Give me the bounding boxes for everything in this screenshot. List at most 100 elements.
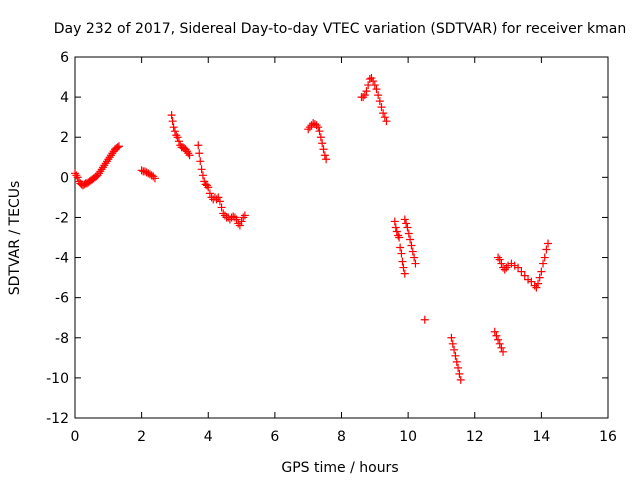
data-point (71, 169, 79, 178)
data-point (198, 171, 207, 180)
data-point (150, 174, 159, 183)
data-point (96, 167, 105, 176)
y-tick-label: -10 (46, 371, 69, 387)
data-point (106, 151, 115, 160)
data-point (534, 279, 543, 288)
data-point (318, 139, 327, 148)
data-point (168, 117, 177, 126)
data-point (212, 195, 221, 204)
y-axis-label: SDTVAR / TECUs (7, 181, 23, 296)
data-point (94, 169, 103, 178)
chart-title: Day 232 of 2017, Sidereal Day-to-day VTE… (54, 21, 626, 37)
y-tick-label: -12 (46, 411, 69, 427)
data-point (542, 245, 551, 254)
data-point (535, 273, 544, 282)
data-point (380, 113, 389, 122)
data-point (374, 91, 383, 100)
data-point (399, 263, 408, 272)
data-point (377, 103, 386, 112)
data-point (362, 87, 371, 96)
data-point (500, 265, 509, 274)
data-point (365, 75, 374, 84)
data-point (532, 283, 541, 292)
data-point (539, 259, 548, 268)
data-point (396, 243, 405, 252)
data-point (234, 219, 243, 228)
data-point (196, 157, 205, 166)
data-point (197, 165, 206, 174)
data-point (214, 193, 223, 202)
data-point (520, 271, 529, 280)
data-point (137, 166, 146, 175)
data-point (370, 81, 379, 90)
data-point (142, 168, 151, 177)
data-point (408, 247, 417, 256)
x-tick-label: 4 (204, 429, 213, 445)
data-point (375, 97, 384, 106)
data-point (540, 253, 549, 262)
data-point (497, 343, 506, 352)
data-point (369, 77, 378, 86)
data-point (101, 159, 110, 168)
data-point (455, 369, 464, 378)
data-point (510, 261, 519, 270)
y-tick-label: 4 (60, 90, 69, 106)
data-point (167, 111, 176, 120)
data-point (372, 85, 381, 94)
data-point (406, 235, 415, 244)
data-point (145, 170, 154, 179)
x-axis: 0 2 4 6 8 10 12 14 16 (71, 57, 617, 445)
data-point (514, 263, 523, 272)
data-point (360, 91, 369, 100)
data-point (169, 123, 178, 132)
data-point (149, 172, 158, 181)
x-axis-label: GPS time / hours (281, 460, 398, 476)
data-point (494, 253, 503, 262)
y-tick-label: 0 (60, 170, 69, 186)
data-point (184, 149, 193, 158)
y-tick-label: -8 (55, 331, 69, 347)
data-point (172, 131, 181, 140)
data-point (215, 197, 224, 206)
data-point (410, 253, 419, 262)
x-tick-label: 16 (599, 429, 617, 445)
data-point (314, 123, 323, 132)
data-point (114, 142, 123, 151)
data-point (400, 269, 409, 278)
data-point (400, 215, 409, 224)
data-point (98, 163, 107, 172)
data-point (93, 171, 102, 180)
data-point (407, 241, 416, 250)
data-point (174, 137, 183, 146)
data-point (72, 171, 81, 180)
data-point (144, 169, 153, 178)
data-point (239, 213, 248, 222)
x-tick-label: 2 (137, 429, 146, 445)
data-point (398, 257, 407, 266)
data-point (140, 167, 149, 176)
x-tick-label: 10 (399, 429, 417, 445)
data-point (527, 277, 536, 286)
y-axis: -12 -10 -8 -6 -4 -2 0 2 4 6 (46, 50, 608, 427)
data-point (497, 259, 506, 268)
data-point (170, 127, 179, 136)
data-point (202, 181, 211, 190)
data-point (395, 233, 404, 242)
data-point (237, 217, 246, 226)
data-points (71, 74, 553, 384)
data-point (392, 227, 401, 236)
data-point (404, 229, 413, 238)
data-point (195, 149, 204, 158)
data-point (217, 203, 226, 212)
data-point (448, 339, 457, 348)
data-point (220, 211, 229, 220)
data-point (304, 125, 313, 134)
data-point (397, 249, 406, 258)
data-point (185, 151, 194, 160)
y-tick-label: -2 (55, 210, 69, 226)
x-tick-label: 14 (532, 429, 550, 445)
data-point (499, 347, 508, 356)
data-point (100, 161, 109, 170)
